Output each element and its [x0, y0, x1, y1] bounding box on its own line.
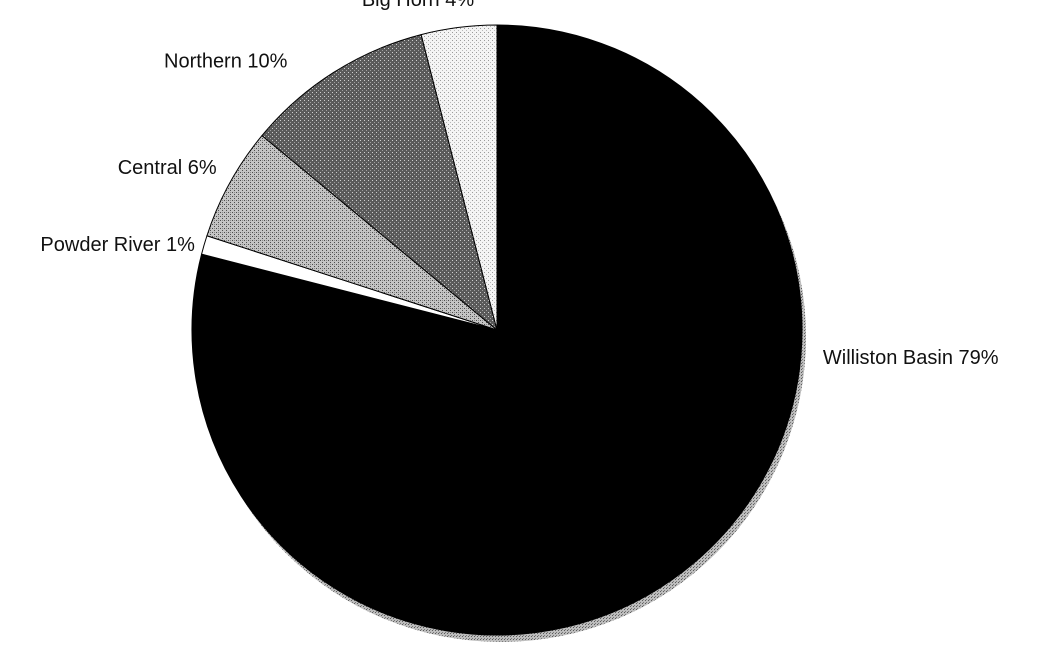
pie-labels: Williston Basin 79% Powder River 1% Centra… [40, 0, 998, 369]
pie-label-northern: Northern 10% [164, 51, 288, 73]
pie-slice-northern [261, 33, 498, 332]
pie-slice-big-horn [420, 24, 498, 331]
pie-slices [191, 24, 803, 636]
pie-label-williston-basin: Williston Basin 79% [823, 347, 999, 369]
pie-label-central: Central 6% [118, 157, 217, 179]
pie-label-powder-river: Powder River 1% [40, 234, 195, 256]
pie-label-big-horn: Big Horn 4% [362, 0, 474, 11]
